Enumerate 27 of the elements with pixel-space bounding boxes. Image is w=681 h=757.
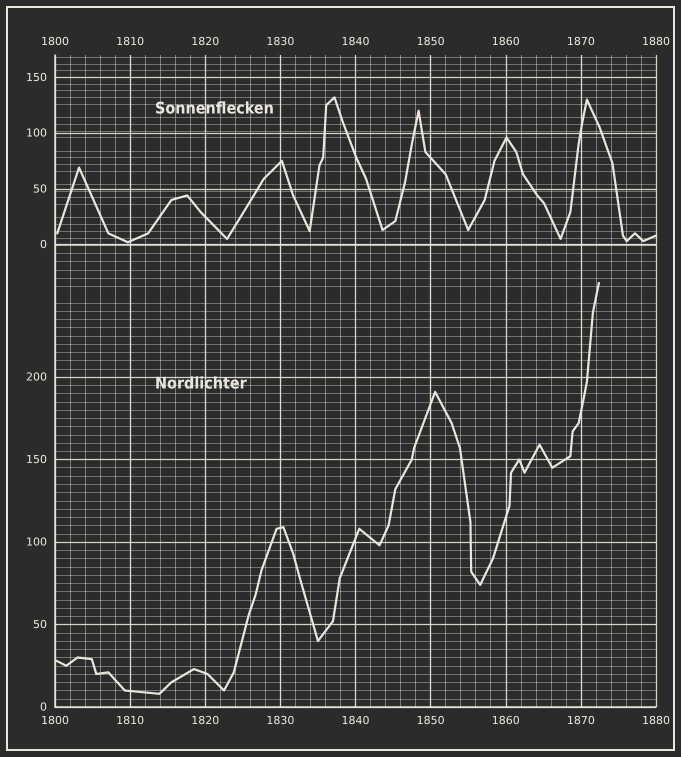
x-tick-label: 1800 xyxy=(41,35,69,48)
x-tick-label: 1850 xyxy=(416,35,445,48)
x-tick-label: 1830 xyxy=(266,35,294,48)
y-tick-label: 200 xyxy=(26,370,47,384)
y-tick-label: 0 xyxy=(40,700,47,714)
x-tick-label: 1810 xyxy=(116,714,144,727)
x-tick-label: 1830 xyxy=(266,714,294,727)
y-tick-label: 50 xyxy=(33,618,47,631)
x-tick-label: 1800 xyxy=(41,714,69,727)
x-tick-label: 1880 xyxy=(642,35,670,48)
x-tick-label: 1840 xyxy=(342,35,370,48)
x-tick-label: 1820 xyxy=(191,714,220,727)
y-tick-label: 150 xyxy=(26,453,47,466)
y-tick-label: 150 xyxy=(26,70,47,84)
y-tick-label: 100 xyxy=(26,126,47,140)
x-tick-label: 1860 xyxy=(492,714,520,727)
x-tick-label: 1850 xyxy=(416,714,445,727)
y-tick-label: 50 xyxy=(33,182,47,196)
x-tick-label: 1820 xyxy=(191,35,220,48)
x-tick-label: 1870 xyxy=(566,35,595,48)
x-tick-label: 1880 xyxy=(642,714,670,727)
y-tick-label: 100 xyxy=(26,536,47,548)
x-tick-label: 1860 xyxy=(492,35,520,48)
x-tick-label: 1810 xyxy=(116,35,144,48)
x-tick-label: 1840 xyxy=(342,714,370,727)
x-tick-label: 1870 xyxy=(566,714,595,727)
y-tick-label: 0 xyxy=(40,238,47,251)
